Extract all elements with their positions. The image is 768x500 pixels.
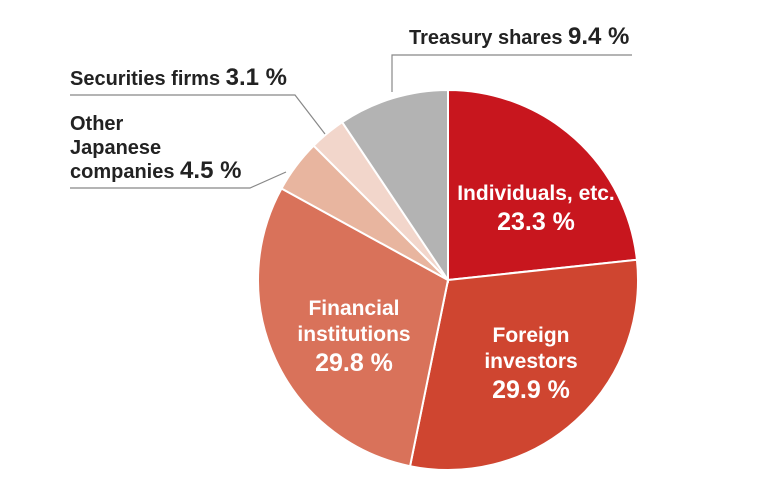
slice-value-individuals: 23.3 % <box>497 208 575 236</box>
slice-label-foreign: investors <box>484 350 577 373</box>
slice-label-financial: institutions <box>297 323 410 346</box>
slice-value-foreign: 29.9 % <box>492 376 570 404</box>
pie-slice-treasury <box>340 88 449 284</box>
slice-label-foreign: Foreign <box>493 324 570 347</box>
labels-layer: Individuals, etc. 23.3 % Foreign investors 2… <box>70 23 629 404</box>
leader-line-securities <box>70 94 326 135</box>
slice-label-individuals: Individuals, etc. <box>457 182 615 205</box>
leader-line-treasury <box>391 54 632 92</box>
slice-label-treasury: Treasury shares 9.4 % <box>409 23 629 50</box>
slice-value-treasury: 9.4 % <box>568 23 629 50</box>
slice-value-other-japanese: 4.5 % <box>180 157 241 184</box>
slice-label-financial: Financial <box>308 297 399 320</box>
slice-label-other-japanese: Other <box>70 113 124 135</box>
slices-layer <box>257 88 639 471</box>
pie-slice-individuals <box>447 88 639 282</box>
leader-line-other-japanese <box>70 171 287 189</box>
slice-label-other-japanese: Japanese <box>70 137 161 159</box>
pie-slice-financial <box>257 187 450 468</box>
pie-slice-foreign <box>408 258 639 471</box>
leader-lines-layer <box>70 54 632 189</box>
slice-label-securities: Securities firms 3.1 % <box>70 64 287 91</box>
slice-value-securities: 3.1 % <box>226 64 287 91</box>
slice-label-other-japanese: companies 4.5 % <box>70 157 241 184</box>
slice-value-financial: 29.8 % <box>315 349 393 377</box>
